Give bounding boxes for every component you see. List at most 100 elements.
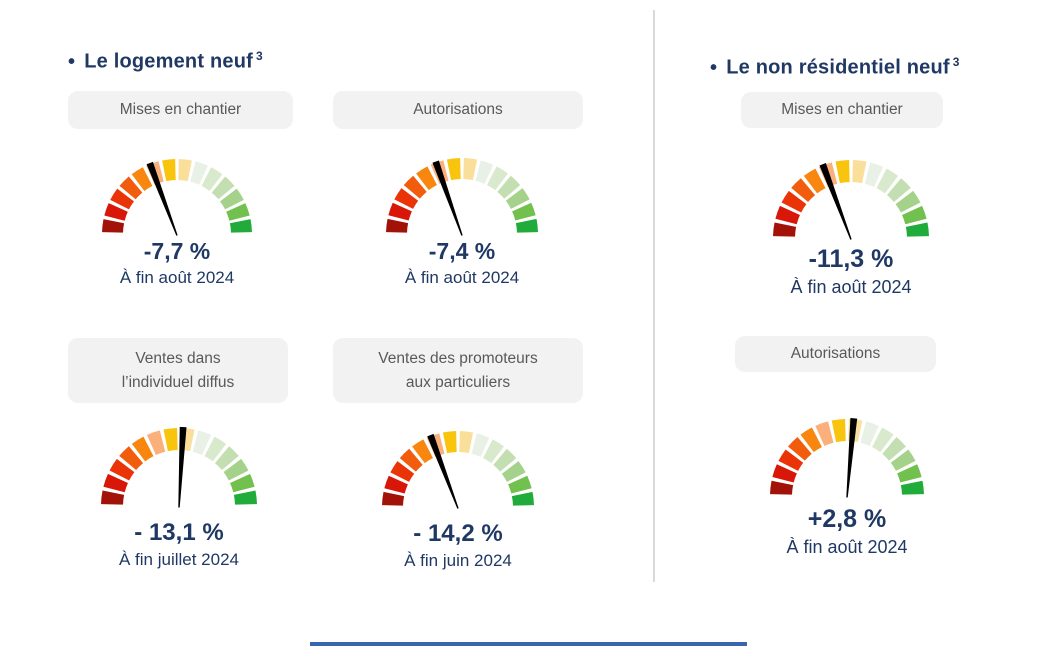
gauge-segment — [103, 473, 128, 493]
footnote-ref: 3 — [255, 49, 263, 63]
gauge-segment — [223, 458, 249, 481]
gauge-needle — [178, 426, 187, 508]
gauge-segment — [119, 446, 144, 471]
gauge-label-pill: Mises en chantier — [68, 91, 293, 129]
section-title-text: Le non résidentiel neuf — [726, 56, 950, 79]
gauge-segment — [388, 202, 412, 221]
gauge-label-pill: Mises en chantier — [741, 92, 943, 128]
gauge-segment — [101, 490, 125, 505]
gauge-needle — [427, 433, 459, 509]
gauge-segment — [497, 175, 521, 199]
gauge-chart — [382, 431, 534, 509]
gauge-segment — [872, 427, 894, 453]
gauge-segment — [230, 473, 255, 493]
gauge-value: - 14,2 % — [413, 520, 503, 547]
gauge-period: À fin juin 2024 — [404, 551, 512, 570]
gauge-segment — [163, 428, 178, 452]
gauge-segment — [781, 190, 807, 213]
bullet-icon: • — [68, 50, 76, 73]
gauge-segment — [201, 167, 223, 191]
gauge-segment — [204, 436, 227, 462]
gauge-segment — [876, 168, 899, 194]
gauge-segment — [902, 205, 927, 225]
gauge-label-pill: Autorisations — [333, 91, 583, 129]
gauge-segment — [886, 178, 911, 203]
gauge-label-line: Ventes des promoteurs — [378, 349, 538, 367]
gauge-segment — [890, 449, 916, 471]
gauge-label-line: aux particuliers — [405, 373, 511, 391]
gauge-segment — [192, 430, 212, 455]
gauge-card: - 14,2 % À fin juin 2024 — [378, 427, 538, 571]
gauge-segment — [835, 160, 850, 184]
gauge-segment — [882, 436, 907, 461]
gauge-value: -7,4 % — [428, 238, 496, 264]
gauge-segment — [900, 480, 924, 495]
gauge-segment — [110, 188, 134, 210]
gauge-segment — [403, 175, 427, 199]
gauge-chart — [101, 426, 257, 508]
gauge-segment — [382, 491, 405, 506]
gauge-segment — [905, 222, 929, 237]
section-title-logement-neuf: • Le logement neuf 3 — [68, 49, 263, 74]
gauge-card: -11,3 % À fin août 2024 — [769, 156, 933, 298]
gauge-segment — [131, 436, 154, 462]
gauge-segment — [214, 446, 239, 471]
gauge-card: +2,8 % À fin août 2024 — [766, 415, 928, 558]
gauge-segment — [775, 205, 800, 225]
gauge-segment — [463, 158, 478, 181]
gauge-label-pill: Ventes des promoteurs aux particuliers — [333, 338, 583, 403]
gauge-segment — [211, 176, 235, 200]
footnote-ref: 3 — [952, 55, 960, 69]
gauge-label-pill: Ventes dans l’individuel diffus — [68, 338, 288, 403]
gauge-segment — [471, 433, 490, 457]
gauge-label-line: Ventes dans — [135, 349, 221, 367]
gauge-segment — [390, 461, 415, 482]
gauge-needle — [846, 418, 858, 498]
gauge-segment — [803, 168, 826, 194]
gauge-needle — [432, 160, 463, 236]
gauge-value: -11,3 % — [808, 245, 894, 273]
gauge-segment — [831, 419, 846, 443]
gauge-segment — [787, 436, 812, 461]
gauge-segment — [109, 458, 135, 481]
gauge-segment — [229, 219, 252, 233]
gauge-needle — [819, 163, 852, 240]
gauge-card: - 13,1 % À fin juillet 2024 — [97, 424, 261, 570]
section-title-text: Le logement neuf — [84, 50, 253, 73]
gauge-needle — [146, 161, 178, 236]
gauge-label-line: Mises en chantier — [119, 101, 242, 118]
gauge-segment — [864, 162, 884, 187]
gauge-segment — [412, 439, 433, 464]
column-divider — [653, 10, 655, 582]
gauge-segment — [773, 222, 797, 237]
gauge-segment — [475, 160, 494, 184]
gauge-label-line: Autorisations — [790, 345, 881, 362]
gauge-period: À fin août 2024 — [790, 277, 912, 297]
gauge-chart — [773, 160, 929, 240]
gauge-chart — [386, 158, 538, 236]
gauge-chart — [770, 418, 924, 498]
gauge-segment — [772, 464, 797, 483]
gauge-segment — [459, 431, 474, 454]
gauge-period: À fin août 2024 — [119, 268, 235, 287]
gauge-segment — [104, 203, 128, 221]
gauge-segment — [119, 176, 143, 200]
bullet-icon: • — [710, 56, 718, 79]
gauge-segment — [190, 161, 208, 185]
gauge-segment — [512, 202, 536, 221]
footer-accent-line — [310, 642, 747, 646]
gauge-label-line: Autorisations — [413, 101, 503, 118]
gauge-label-line: Mises en chantier — [781, 101, 903, 118]
gauge-label-line: l’individuel diffus — [121, 373, 235, 391]
gauge-segment — [800, 427, 822, 453]
gauge-segment — [515, 218, 538, 233]
gauge-segment — [487, 166, 508, 191]
gauge-segment — [501, 461, 526, 482]
gauge-period: À fin août 2024 — [404, 268, 520, 287]
gauge-segment — [493, 448, 517, 472]
gauge-segment — [770, 480, 794, 495]
gauge-segment — [399, 448, 423, 472]
gauge-segment — [852, 160, 867, 184]
gauge-segment — [483, 439, 504, 464]
gauge-segment — [386, 218, 409, 233]
